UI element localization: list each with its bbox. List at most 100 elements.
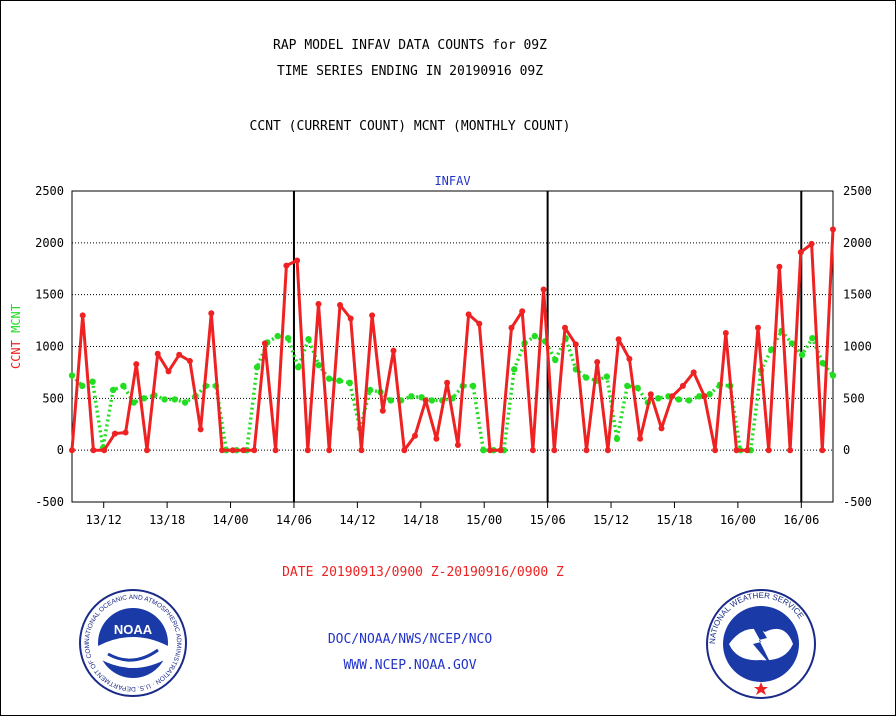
mcnt-point: [346, 379, 353, 386]
ccnt-point: [144, 447, 150, 454]
nws-logo: NATIONAL WEATHER SERVICE: [706, 589, 816, 699]
ccnt-point: [251, 447, 258, 454]
x-tick-label: 15/06: [530, 513, 566, 527]
mcnt-point: [634, 384, 641, 392]
ccnt-point: [219, 447, 226, 454]
ccnt-point: [186, 358, 193, 364]
mcnt-point: [696, 393, 703, 400]
mcnt-point: [120, 382, 127, 390]
ccnt-point: [358, 447, 365, 454]
mcnt-point: [253, 364, 261, 371]
ccnt-point: [294, 257, 301, 264]
chart-title: RAP MODEL INFAV DATA COUNTS for 09Z: [273, 38, 547, 53]
y-tick-label-right: 0: [843, 443, 850, 457]
ccnt-point: [744, 447, 751, 454]
mcnt-point: [583, 374, 590, 381]
ccnt-point: [604, 447, 611, 454]
y-tick-label-right: 2000: [843, 236, 872, 250]
mcnt-point: [480, 447, 487, 454]
mcnt-point: [140, 395, 148, 402]
mcnt-point: [613, 435, 621, 442]
ccnt-point: [594, 359, 601, 365]
ccnt-point: [165, 368, 172, 375]
mcnt-point: [89, 378, 96, 385]
date-range-label: DATE 20190913/0900 Z-20190916/0900 Z: [282, 565, 564, 580]
ccnt-point: [572, 341, 579, 348]
chart-subtitle: CCNT (CURRENT COUNT) MCNT (MONTHLY COUNT…: [249, 119, 571, 134]
mcnt-point: [552, 356, 559, 364]
ccnt-point: [176, 351, 183, 358]
x-tick-label: 14/00: [212, 513, 248, 527]
ccnt-point: [701, 393, 708, 400]
mcnt-point: [130, 399, 137, 406]
ccnt-point: [658, 425, 665, 432]
ccnt-point: [197, 426, 204, 433]
noaa-logo-text: NOAA: [114, 622, 153, 637]
mcnt-point: [181, 399, 189, 406]
x-tick-label: 13/12: [86, 513, 122, 527]
mcnt-point: [171, 396, 178, 403]
y-tick-label-left: 2000: [35, 236, 64, 250]
ccnt-point: [283, 262, 290, 269]
y-tick-label-right: 1000: [843, 340, 872, 354]
mcnt-point: [367, 386, 374, 394]
ccnt-point: [487, 447, 493, 454]
ccnt-point: [229, 447, 236, 454]
y-tick-label-right: 500: [843, 391, 865, 405]
ccnt-point: [797, 249, 804, 256]
ccnt-point: [562, 324, 568, 331]
ccnt-point: [347, 315, 354, 322]
ccnt-point: [679, 382, 686, 389]
ccnt-point: [111, 430, 118, 437]
ccnt-point: [272, 447, 279, 454]
mcnt-point: [603, 373, 610, 380]
y-tick-label-left: 500: [42, 391, 64, 405]
mcnt-point: [305, 336, 312, 343]
mcnt-point: [325, 375, 333, 382]
y-tick-label-right: 1500: [843, 288, 872, 302]
ccnt-point: [369, 312, 376, 319]
mcnt-series-line: [70, 329, 835, 452]
ccnt-point: [379, 407, 386, 414]
mcnt-point: [68, 372, 76, 379]
ccnt-point: [776, 263, 783, 270]
mcnt-point: [79, 382, 86, 390]
mcnt-point: [675, 396, 682, 403]
ccnt-series-line: [70, 229, 835, 452]
ccnt-point: [508, 324, 515, 331]
ccnt-point: [626, 355, 633, 362]
mcnt-point: [469, 382, 477, 390]
ccnt-point: [304, 447, 311, 454]
mcnt-point: [819, 359, 826, 367]
x-tick-label: 14/06: [276, 513, 312, 527]
ccnt-point: [133, 361, 140, 368]
ccnt-point: [240, 447, 247, 454]
mcnt-point: [624, 382, 631, 390]
y-tick-label-left: 1500: [35, 288, 64, 302]
x-tick-label: 15/12: [593, 513, 629, 527]
x-tick-label: 14/18: [403, 513, 439, 527]
ccnt-point: [637, 435, 644, 442]
mcnt-point: [685, 397, 693, 404]
ccnt-point: [465, 311, 472, 318]
ccnt-point: [261, 340, 268, 347]
x-tick-label: 14/12: [339, 513, 375, 527]
plot-frame: [71, 190, 834, 503]
x-tick-label: 13/18: [149, 513, 185, 527]
ccnt-point: [755, 324, 761, 331]
ccnt-point: [476, 320, 483, 327]
ccnt-point: [787, 447, 794, 454]
mcnt-point: [161, 396, 168, 403]
y-tick-label-left: 0: [57, 443, 64, 457]
ccnt-point: [583, 447, 590, 454]
ccnt-point: [422, 397, 429, 404]
ccnt-point: [819, 447, 826, 454]
mcnt-point: [315, 362, 322, 369]
mcnt-point: [788, 340, 796, 347]
ccnt-point: [122, 429, 129, 436]
mcnt-point: [531, 332, 538, 340]
y-tick-label-left: -500: [35, 495, 64, 509]
x-tick-label: 15/18: [656, 513, 692, 527]
mcnt-point: [295, 364, 302, 371]
